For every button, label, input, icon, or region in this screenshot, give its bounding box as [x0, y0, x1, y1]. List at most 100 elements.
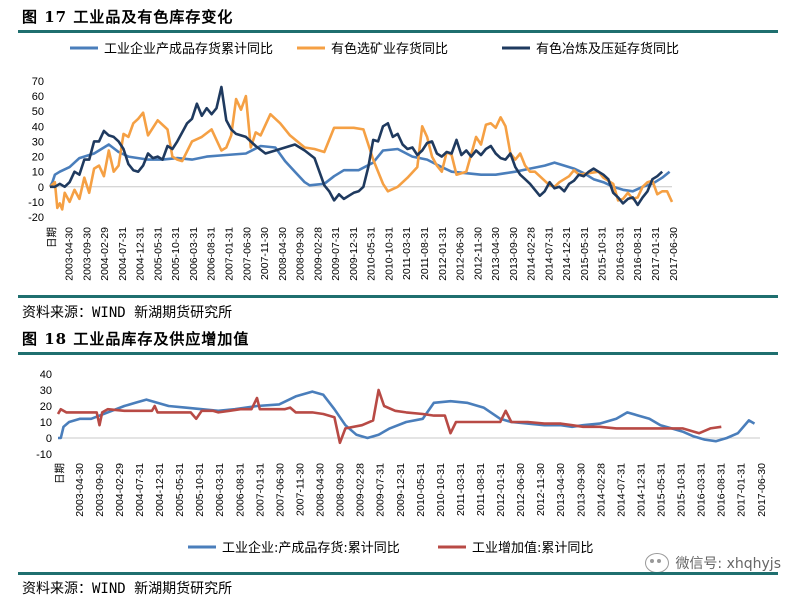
chart1-ytick-label: 70 — [32, 76, 44, 88]
chart1-legend-label-1: 工业企业产成品存货累计同比 — [104, 41, 273, 57]
chart1-xtick-label: 2004-12-31 — [135, 227, 147, 281]
chart2-xtick-label: 日期 — [54, 463, 66, 484]
chart1-xtick-label: 2013-09-30 — [508, 227, 520, 281]
chart2-bottom-rule — [18, 572, 778, 575]
chart1-xtick-label: 2011-08-31 — [419, 227, 431, 280]
chart1-ytick-label: 60 — [32, 91, 44, 103]
chart1-xtick-label: 2008-04-30 — [277, 227, 289, 281]
chart2-title: 图 18 工业品库存及供应增加值 — [22, 330, 250, 348]
chart2-series-line-2 — [56, 388, 722, 445]
chart1-xtick-label: 2011-03-31 — [401, 227, 413, 280]
chart1-series-line-2 — [49, 94, 674, 211]
chart1-xtick-label: 2012-01-31 — [437, 227, 449, 281]
chart1-xtick-label: 2009-02-28 — [312, 227, 324, 281]
chart1-xtick-label: 2016-08-31 — [632, 227, 644, 281]
chart2-xtick-label: 2016-08-31 — [716, 463, 728, 517]
chart2-xtick-label: 2012-11-30 — [535, 463, 547, 516]
chart1-xtick-label: 2015-10-31 — [597, 227, 609, 281]
chart2-xtick-label: 2011-08-31 — [475, 463, 487, 516]
chart1-xtick-label: 2016-03-31 — [614, 227, 626, 281]
chart2-series-line-1 — [58, 390, 756, 443]
chart1-series-line-1 — [48, 143, 671, 193]
chart2-xtick-label: 2004-07-31 — [134, 463, 146, 517]
chart1-xtick-label: 2014-02-28 — [526, 227, 538, 281]
chart2-xtick-label: 2004-12-31 — [154, 463, 166, 517]
chart2-ytick-label: 40 — [40, 369, 52, 381]
chart2-xtick-label: 2014-02-28 — [595, 463, 607, 517]
chart2-xtick-label: 2011-03-31 — [455, 463, 467, 516]
chart2-xtick-label: 2017-06-30 — [756, 463, 768, 517]
chart2-xtick-label: 2007-06-30 — [274, 463, 286, 517]
chart1-xtick-label: 2003-04-30 — [64, 227, 76, 281]
chart1-ytick-label: -10 — [28, 197, 44, 209]
watermark-text: 微信号: xhqhyjs — [675, 556, 781, 572]
chart1-xtick-label: 2010-10-31 — [383, 227, 395, 281]
chart1-xtick-label: 2007-06-30 — [241, 227, 253, 281]
chart2-xtick-label: 2007-01-31 — [254, 463, 266, 517]
chart1-ytick-label: 30 — [32, 136, 44, 148]
chart2-xtick-label: 2003-09-30 — [94, 463, 106, 517]
chart1-xtick-label: 2012-11-30 — [472, 227, 484, 280]
chart1-top-rule — [18, 30, 778, 33]
chart2-xtick-label: 2009-02-28 — [355, 463, 367, 517]
chart2-xtick-label: 2009-07-31 — [375, 463, 387, 517]
chart1-xtick-label: 2015-05-31 — [579, 227, 591, 281]
chart1-xtick-label: 2004-02-29 — [99, 227, 111, 281]
chart2-source: 资料来源：WIND 新湖期货研究所 — [22, 581, 233, 597]
chart1-ytick-label: 20 — [32, 152, 44, 164]
chart1-xtick-label: 2013-04-30 — [490, 227, 502, 281]
chart2-legend-label-2: 工业增加值:累计同比 — [472, 540, 593, 556]
chart2-ytick-label: -10 — [36, 449, 52, 461]
chart1-ytick-label: 0 — [38, 182, 44, 194]
chart1-legend-label-3: 有色冶炼及压延存货同比 — [536, 41, 679, 57]
chart2-xtick-label: 2013-04-30 — [555, 463, 567, 517]
chart1-xtick-label: 2014-12-31 — [561, 227, 573, 281]
chart1-series-line-3 — [50, 85, 664, 207]
chart2-legend-label-1: 工业企业:产成品存货:累计同比 — [222, 540, 400, 556]
chart2-xtick-label: 2017-01-31 — [736, 463, 748, 517]
chart1-ytick-label: -20 — [28, 212, 44, 224]
chart1-xtick-label: 2017-01-31 — [650, 227, 662, 281]
chart1-bottom-rule — [18, 295, 778, 298]
watermark: 微信号: xhqhyjs — [645, 553, 781, 573]
chart1-title: 图 17 工业品及有色库存变化 — [22, 8, 234, 26]
chart1-xtick-label: 2004-07-31 — [117, 227, 129, 281]
chart2-xtick-label: 2012-01-31 — [495, 463, 507, 517]
chart1-xtick-label: 2008-09-30 — [295, 227, 307, 281]
chart2-xtick-label: 2014-12-31 — [635, 463, 647, 517]
chart2-xtick-label: 2006-03-31 — [214, 463, 226, 517]
chart2-ytick-label: 20 — [40, 401, 52, 413]
chart2-xtick-label: 2007-11-30 — [294, 463, 306, 516]
chart1-xtick-label: 2007-01-31 — [223, 227, 235, 281]
chart2-xtick-label: 2008-09-30 — [335, 463, 347, 517]
chart1-xtick-label: 2010-05-31 — [366, 227, 378, 281]
chart1-ytick-label: 40 — [32, 121, 44, 133]
chart2-ytick-label: 10 — [40, 417, 52, 429]
chart2-xtick-label: 2005-05-31 — [174, 463, 186, 517]
chart2-xtick-label: 2010-05-31 — [415, 463, 427, 517]
chart2-top-rule — [18, 352, 778, 355]
chart1-source: 资料来源：WIND 新湖期货研究所 — [22, 305, 233, 321]
chart1-xtick-label: 2017-06-30 — [668, 227, 680, 281]
chart1-xtick-label: 2003-09-30 — [81, 227, 93, 281]
chart2-xtick-label: 2009-12-31 — [395, 463, 407, 517]
chart2-plot: -10 0 10 20 30 40 日期 2003-04-30 2003-09-30 2004-0… — [36, 369, 768, 556]
chart1-xtick-label: 2012-06-30 — [455, 227, 467, 281]
chart1-legend-label-2: 有色选矿业存货同比 — [331, 41, 448, 57]
wechat-icon — [645, 553, 670, 573]
chart2-xtick-label: 2013-09-30 — [575, 463, 587, 517]
chart1-xtick-label: 2006-03-31 — [188, 227, 200, 281]
chart1-xtick-label: 2014-07-31 — [543, 227, 555, 281]
chart2-xtick-label: 2015-05-31 — [655, 463, 667, 517]
chart1-xtick-label: 2007-11-30 — [259, 227, 271, 280]
chart1-xtick-label: 2009-07-31 — [330, 227, 342, 281]
chart2-xtick-label: 2014-07-31 — [615, 463, 627, 517]
chart2-xtick-label: 2005-10-31 — [194, 463, 206, 517]
chart2-ytick-label: 0 — [46, 433, 52, 445]
chart1-ytick-label: 10 — [32, 167, 44, 179]
chart2-ytick-label: 30 — [40, 385, 52, 397]
chart1-xtick-label: 2009-12-31 — [348, 227, 360, 281]
chart2-xtick-label: 2006-08-31 — [234, 463, 246, 517]
chart2-xtick-label: 2003-04-30 — [74, 463, 86, 517]
chart2-xtick-label: 2015-10-31 — [676, 463, 688, 517]
